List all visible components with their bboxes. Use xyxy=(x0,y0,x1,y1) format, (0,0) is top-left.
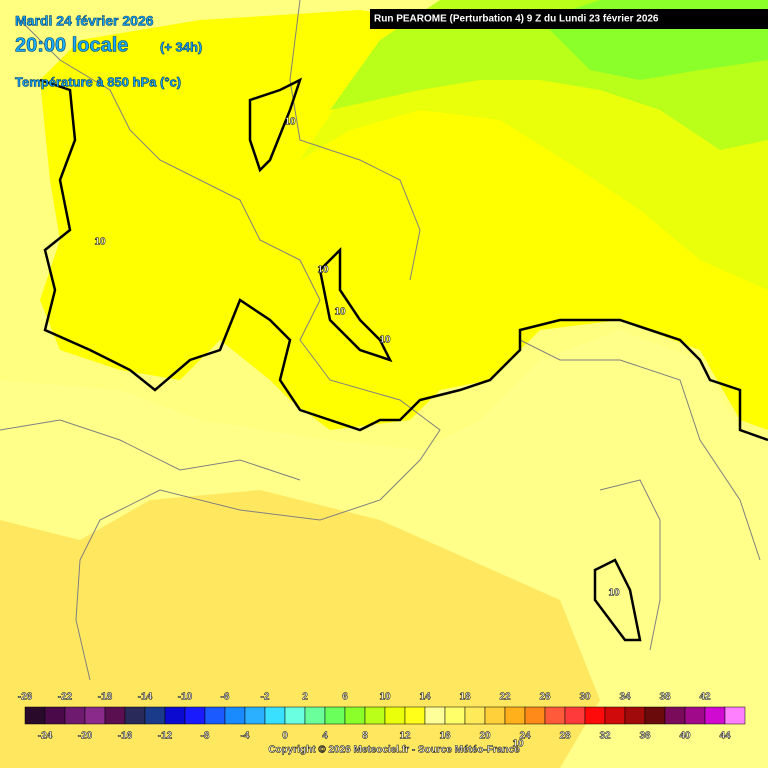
legend-label: 34 xyxy=(619,692,631,703)
legend-swatch xyxy=(664,706,686,725)
legend-label: 40 xyxy=(679,731,691,742)
legend-label: 24 xyxy=(519,731,531,742)
legend-label: -26 xyxy=(18,692,33,703)
legend-swatch xyxy=(324,706,346,725)
contour-label: 10 xyxy=(317,265,329,276)
legend-swatch xyxy=(44,706,66,725)
legend-swatch xyxy=(564,706,586,725)
legend-label: 32 xyxy=(599,731,611,742)
legend-label: 44 xyxy=(719,731,731,742)
contour-label: 10 xyxy=(334,307,346,318)
run-banner xyxy=(370,9,768,29)
legend-swatch xyxy=(584,706,606,725)
legend-swatch xyxy=(344,706,366,725)
legend-label: 10 xyxy=(379,692,391,703)
legend-swatch xyxy=(684,706,706,725)
legend-swatch xyxy=(284,706,306,725)
legend-label: -20 xyxy=(78,731,93,742)
legend-swatch xyxy=(304,706,326,725)
legend-label: -16 xyxy=(118,731,133,742)
legend-label: 26 xyxy=(539,692,551,703)
legend-label: 4 xyxy=(322,731,328,742)
legend-label: -4 xyxy=(241,731,250,742)
legend-label: 38 xyxy=(659,692,671,703)
isotherm-10 xyxy=(39,77,768,642)
legend-swatch xyxy=(144,706,166,725)
contour-label: 10 xyxy=(284,117,296,128)
legend-swatch xyxy=(624,706,646,725)
borders xyxy=(0,0,761,681)
legend-label: 18 xyxy=(459,692,471,703)
legend-swatch xyxy=(64,706,86,725)
legend-swatch xyxy=(644,706,666,725)
legend-swatch xyxy=(464,706,486,725)
legend-swatch xyxy=(704,706,726,725)
legend-swatch xyxy=(244,706,266,725)
copyright: Copyright © 2026 Meteociel.fr - Source M… xyxy=(268,745,520,756)
legend-swatch xyxy=(404,706,426,725)
legend-label: -12 xyxy=(158,731,173,742)
legend-swatch xyxy=(504,706,526,725)
legend-label: -2 xyxy=(261,692,270,703)
legend-swatch xyxy=(124,706,146,725)
legend-swatch xyxy=(264,706,286,725)
legend-label: -18 xyxy=(98,692,113,703)
legend-label: 20 xyxy=(479,731,491,742)
legend-label: -14 xyxy=(138,692,153,703)
legend-label: 30 xyxy=(579,692,591,703)
contour-label: 10 xyxy=(379,335,391,346)
legend-swatch xyxy=(544,706,566,725)
legend-swatch xyxy=(604,706,626,725)
legend-label: 12 xyxy=(399,731,411,742)
legend-swatch xyxy=(444,706,466,725)
legend-label: 36 xyxy=(639,731,651,742)
legend-label: 22 xyxy=(499,692,511,703)
lead-time: (+ 34h) xyxy=(160,39,202,54)
local-time: 20:00 locale xyxy=(15,34,128,56)
warmer-zone xyxy=(0,490,600,768)
legend-swatch xyxy=(164,706,186,725)
legend-label: 16 xyxy=(439,731,451,742)
legend-label: 0 xyxy=(282,731,288,742)
legend-swatch xyxy=(84,706,106,725)
legend-label: -24 xyxy=(38,731,53,742)
legend-swatch xyxy=(104,706,126,725)
legend-swatch xyxy=(484,706,506,725)
legend-label: -10 xyxy=(178,692,193,703)
legend-swatch xyxy=(24,706,46,725)
contour-label: 10 xyxy=(512,739,524,750)
legend-swatch xyxy=(184,706,206,725)
legend-label: 6 xyxy=(342,692,348,703)
legend-swatch xyxy=(524,706,546,725)
legend-swatch xyxy=(364,706,386,725)
legend-label: -8 xyxy=(201,731,210,742)
legend-swatch xyxy=(724,706,746,725)
legend-swatch xyxy=(424,706,446,725)
contour-label: 10 xyxy=(608,588,620,599)
legend-swatch xyxy=(384,706,406,725)
legend-label: 8 xyxy=(362,731,368,742)
legend-label: -6 xyxy=(221,692,230,703)
legend-label: 14 xyxy=(419,692,431,703)
legend-label: 2 xyxy=(302,692,308,703)
run-info: Run PEAROME (Perturbation 4) 9 Z du Lund… xyxy=(374,14,659,25)
legend-label: -22 xyxy=(58,692,73,703)
date: Mardi 24 février 2026 xyxy=(15,13,154,29)
contour-label: 10 xyxy=(94,237,106,248)
legend-swatch xyxy=(224,706,246,725)
legend-swatch xyxy=(204,706,226,725)
color-legend: -26-24-22-20-18-16-14-12-10-8-6-4-202468… xyxy=(18,691,746,742)
legend-label: 42 xyxy=(699,692,711,703)
field-name: Température à 850 hPa (°c) xyxy=(15,74,181,89)
legend-label: 28 xyxy=(559,731,571,742)
